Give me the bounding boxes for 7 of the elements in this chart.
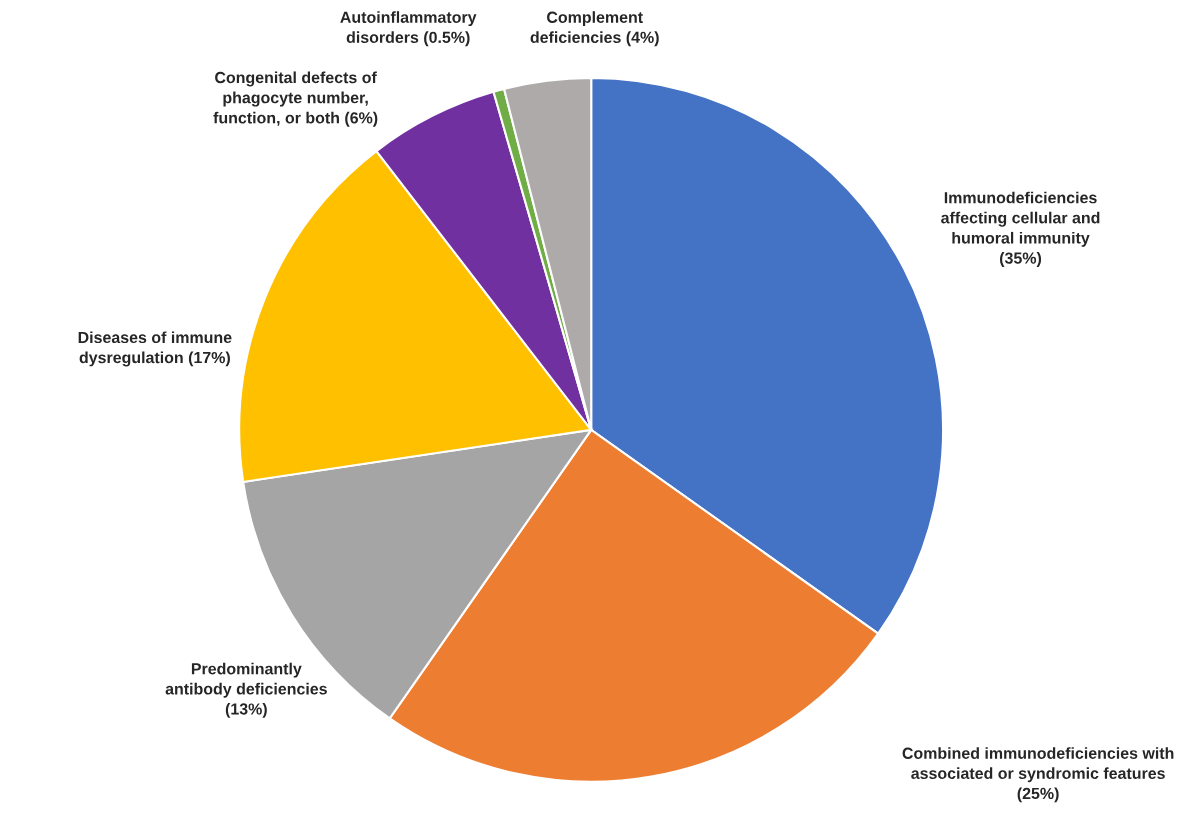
slice-label: Complement deficiencies (4%) xyxy=(530,11,659,47)
slice-label: Congenital defects of phagocyte number, function, or both (6%) xyxy=(213,71,378,127)
slice-label: Combined immunodeficiencies with associated or syndromic features (25%) xyxy=(902,747,1174,803)
slice-label: Diseases of immune dysregulation (17%) xyxy=(78,331,232,367)
slice-label: Immunodeficiencies affecting cellular and humoral immunity (35%) xyxy=(941,191,1100,267)
slice-label: Autoinflammatory disorders (0.5%) xyxy=(340,11,477,47)
slice-label: Predominantly antibody deficiencies (13%) xyxy=(165,662,327,718)
